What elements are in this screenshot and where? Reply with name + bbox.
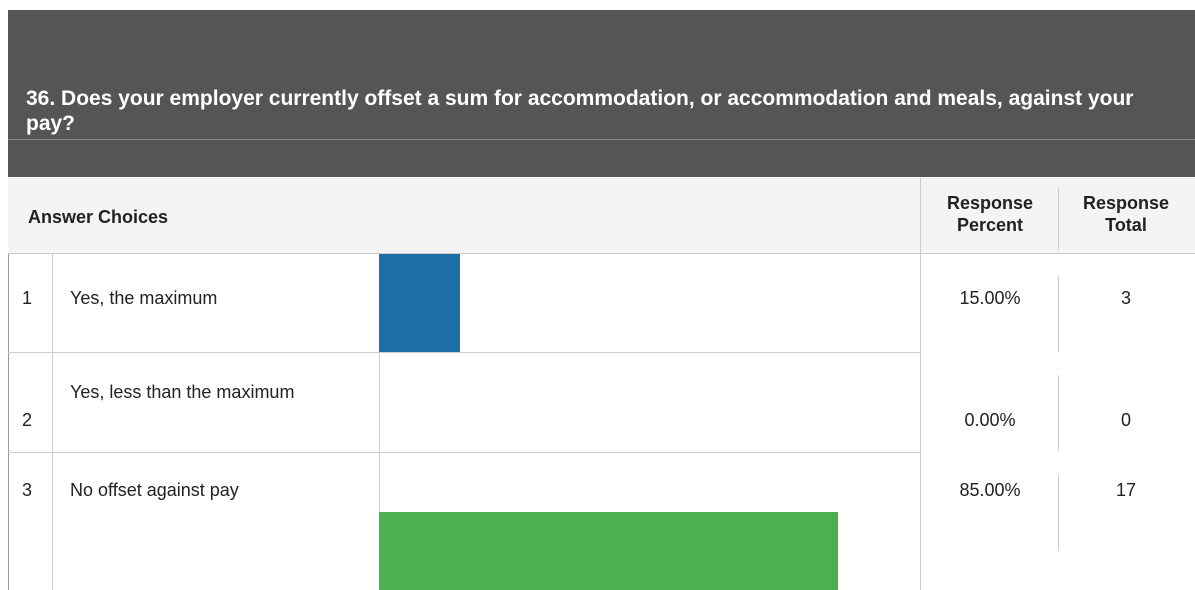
response-total: 0	[1120, 410, 1131, 430]
divider	[1058, 375, 1059, 451]
row-number: 3	[22, 480, 33, 500]
choice-label: No offset against pay	[70, 480, 239, 500]
divider	[1058, 276, 1059, 352]
header-separator	[8, 139, 1195, 140]
left-border	[8, 254, 9, 590]
choice-label: Yes, the maximum	[70, 288, 218, 308]
divider	[1058, 188, 1059, 250]
response-total: 17	[1115, 480, 1137, 500]
row-number: 1	[22, 288, 33, 308]
response-total: 3	[1120, 288, 1131, 308]
response-percent: 0.00%	[964, 410, 1016, 430]
divider	[920, 254, 921, 590]
bar	[379, 512, 838, 590]
response-percent: 85.00%	[959, 480, 1021, 500]
response-percent: 15.00%	[959, 288, 1021, 308]
header-choices: Answer Choices	[28, 207, 169, 227]
row-number: 2	[22, 410, 33, 430]
choice-label: Yes, less than the maximum	[70, 382, 295, 402]
question-title: 36. Does your employer currently offset …	[26, 87, 1134, 135]
row-divider	[8, 452, 920, 453]
divider	[52, 254, 53, 590]
header-percent: Response Percent	[946, 193, 1034, 235]
divider	[920, 178, 921, 254]
table-header	[8, 178, 1195, 254]
question-header	[8, 10, 1195, 177]
header-total: Response Total	[1082, 193, 1170, 235]
row-divider	[8, 352, 920, 353]
bar	[379, 254, 460, 352]
divider	[379, 254, 380, 590]
divider	[1058, 475, 1059, 551]
